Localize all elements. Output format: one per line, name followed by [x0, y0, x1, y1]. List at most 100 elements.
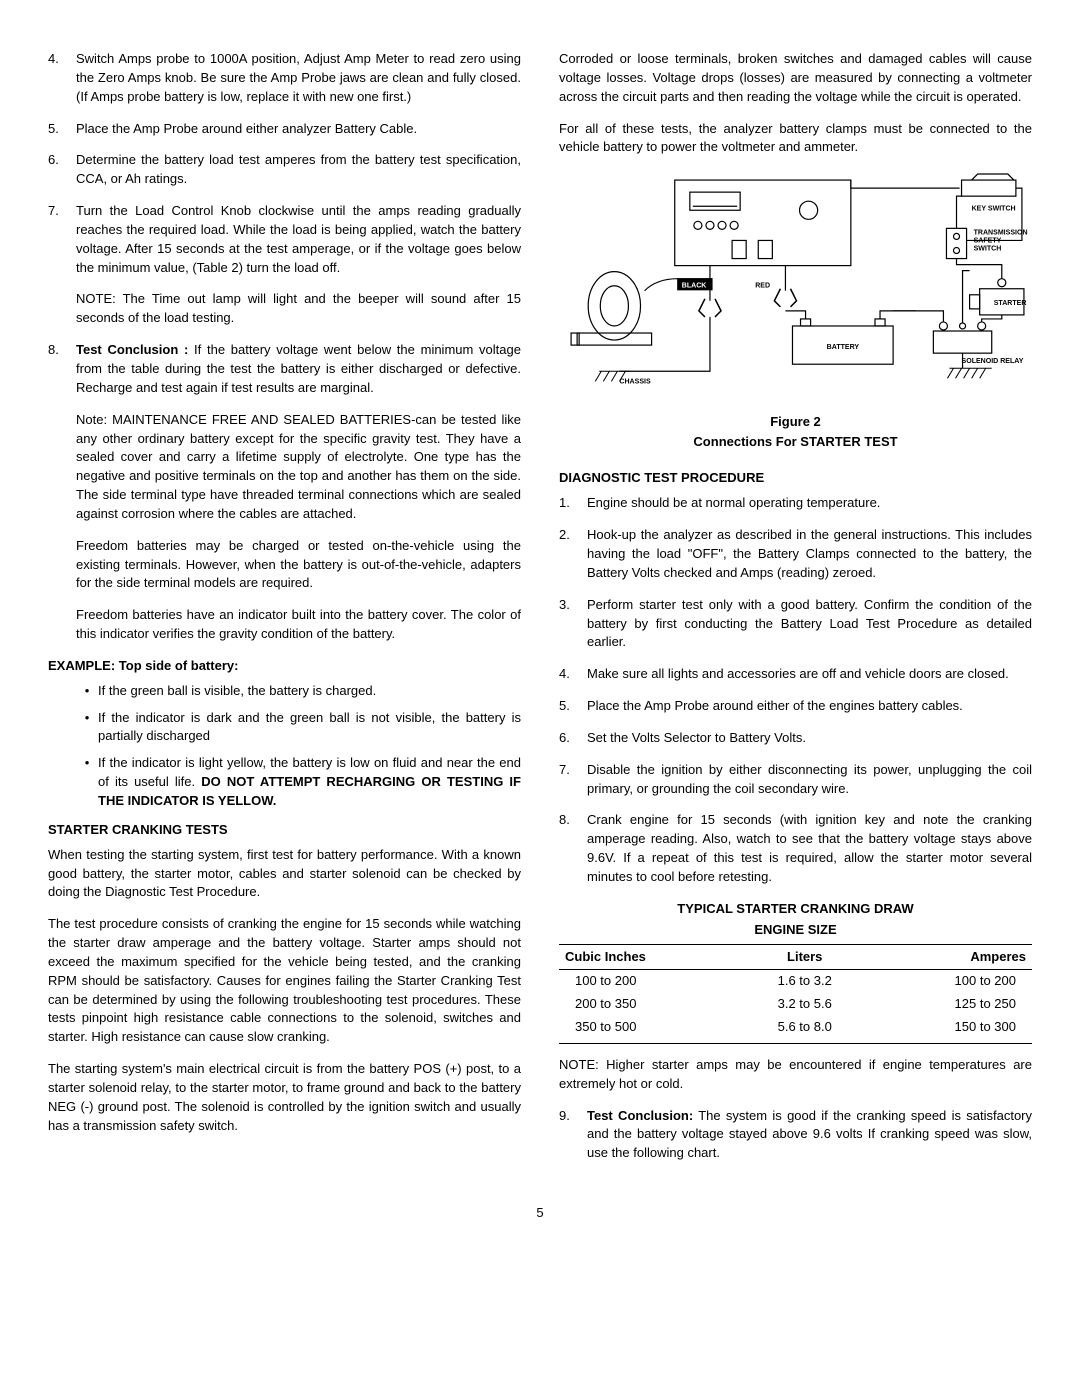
cranking-draw-table: Cubic Inches Liters Amperes 100 to 200 1… — [559, 944, 1032, 1044]
list-text: Determine the battery load test amperes … — [76, 151, 521, 189]
list-number: 4. — [559, 665, 587, 684]
table-cell: 5.6 to 8.0 — [740, 1016, 869, 1043]
table-row: 350 to 500 5.6 to 8.0 150 to 300 — [559, 1016, 1032, 1043]
diagram-label-key-switch: KEY SWITCH — [972, 205, 1016, 212]
table-cell: 350 to 500 — [559, 1016, 740, 1043]
list-item: 8. Test Conclusion : If the battery volt… — [48, 341, 521, 398]
list-item: 9. Test Conclusion: The system is good i… — [559, 1107, 1032, 1164]
list-number: 7. — [48, 202, 76, 277]
list-number: 5. — [559, 697, 587, 716]
list-text: Turn the Load Control Knob clockwise unt… — [76, 202, 521, 277]
list-text: Perform starter test only with a good ba… — [587, 596, 1032, 653]
section-heading: DIAGNOSTIC TEST PROCEDURE — [559, 469, 1032, 488]
diagram-label-solenoid: SOLENOID RELAY — [962, 358, 1024, 365]
bullet-item: • If the indicator is dark and the green… — [76, 709, 521, 747]
list-number: 8. — [559, 811, 587, 886]
list-text: Set the Volts Selector to Battery Volts. — [587, 729, 1032, 748]
bullet-text: If the indicator is light yellow, the ba… — [98, 754, 521, 811]
table-cell: 100 to 200 — [869, 970, 1032, 993]
bullet-item: • If the green ball is visible, the batt… — [76, 682, 521, 701]
diagram-label-red: RED — [755, 283, 770, 290]
list-number: 1. — [559, 494, 587, 513]
col-header: Cubic Inches — [559, 944, 740, 970]
list-number: 2. — [559, 526, 587, 583]
right-column: Corroded or loose terminals, broken swit… — [559, 50, 1032, 1176]
list-item: 3. Perform starter test only with a good… — [559, 596, 1032, 653]
note-text: Note: MAINTENANCE FREE AND SEALED BATTER… — [76, 411, 521, 524]
diagram-label-safety: SAFETY — [974, 238, 1002, 245]
list-item: 6. Determine the battery load test amper… — [48, 151, 521, 189]
table-cell: 150 to 300 — [869, 1016, 1032, 1043]
bullet-text: If the green ball is visible, the batter… — [98, 682, 521, 701]
table-cell: 200 to 350 — [559, 993, 740, 1016]
list-text: Engine should be at normal operating tem… — [587, 494, 1032, 513]
diagram-label-battery: BATTERY — [827, 344, 860, 351]
bullet-mark: • — [76, 709, 98, 747]
list-number: 6. — [559, 729, 587, 748]
figure-title: Connections For STARTER TEST — [559, 432, 1032, 452]
list-item: 2. Hook-up the analyzer as described in … — [559, 526, 1032, 583]
list-number: 5. — [48, 120, 76, 139]
list-item: 6. Set the Volts Selector to Battery Vol… — [559, 729, 1032, 748]
diagram-label-starter: STARTER — [994, 300, 1027, 307]
diagram-label-transmission: TRANSMISSION — [974, 230, 1028, 237]
diagram-label-chassis: CHASSIS — [619, 379, 651, 386]
list-item: 1. Engine should be at normal operating … — [559, 494, 1032, 513]
figure-caption: Figure 2 Connections For STARTER TEST — [559, 412, 1032, 451]
table-cell: 3.2 to 5.6 — [740, 993, 869, 1016]
left-column: 4. Switch Amps probe to 1000A position, … — [48, 50, 521, 1176]
table-title: TYPICAL STARTER CRANKING DRAW — [559, 900, 1032, 919]
table-subtitle: ENGINE SIZE — [559, 921, 1032, 940]
note-text: NOTE: The Time out lamp will light and t… — [76, 290, 521, 328]
col-header: Amperes — [869, 944, 1032, 970]
page-content: 4. Switch Amps probe to 1000A position, … — [48, 50, 1032, 1176]
list-item: 5. Place the Amp Probe around either of … — [559, 697, 1032, 716]
note-text: Freedom batteries may be charged or test… — [76, 537, 521, 594]
paragraph: Corroded or loose terminals, broken swit… — [559, 50, 1032, 107]
table-cell: 125 to 250 — [869, 993, 1032, 1016]
bullet-item: • If the indicator is light yellow, the … — [76, 754, 521, 811]
table-cell: 100 to 200 — [559, 970, 740, 993]
list-item: 7. Disable the ignition by either discon… — [559, 761, 1032, 799]
bullet-mark: • — [76, 682, 98, 701]
list-number: 4. — [48, 50, 76, 107]
figure-diagram: BLACK RED BATTERY CHASSIS KEY SWITCH TRA… — [559, 170, 1032, 451]
table-row: 100 to 200 1.6 to 3.2 100 to 200 — [559, 970, 1032, 993]
bullet-mark: • — [76, 754, 98, 811]
list-text: Test Conclusion : If the battery voltage… — [76, 341, 521, 398]
list-text: Switch Amps probe to 1000A position, Adj… — [76, 50, 521, 107]
paragraph: The test procedure consists of cranking … — [48, 915, 521, 1047]
lead-bold: Test Conclusion : — [76, 342, 188, 357]
page-number: 5 — [48, 1204, 1032, 1223]
list-text: Place the Amp Probe around either analyz… — [76, 120, 521, 139]
list-number: 3. — [559, 596, 587, 653]
example-heading: EXAMPLE: Top side of battery: — [48, 657, 521, 676]
lead-bold: Test Conclusion: — [587, 1108, 693, 1123]
note-text: NOTE: Higher starter amps may be encount… — [559, 1056, 1032, 1094]
list-text: Hook-up the analyzer as described in the… — [587, 526, 1032, 583]
bullet-text: If the indicator is dark and the green b… — [98, 709, 521, 747]
list-text: Make sure all lights and accessories are… — [587, 665, 1032, 684]
note-text: Freedom batteries have an indicator buil… — [76, 606, 521, 644]
list-number: 8. — [48, 341, 76, 398]
figure-number: Figure 2 — [559, 412, 1032, 432]
list-text: Disable the ignition by either disconnec… — [587, 761, 1032, 799]
diagram-label-black: BLACK — [682, 283, 708, 290]
diagram-label-switch: SWITCH — [974, 246, 1002, 253]
list-number: 6. — [48, 151, 76, 189]
list-item: 8. Crank engine for 15 seconds (with ign… — [559, 811, 1032, 886]
paragraph: For all of these tests, the analyzer bat… — [559, 120, 1032, 158]
list-item: 4. Switch Amps probe to 1000A position, … — [48, 50, 521, 107]
list-text: Place the Amp Probe around either of the… — [587, 697, 1032, 716]
paragraph: When testing the starting system, first … — [48, 846, 521, 903]
col-header: Liters — [740, 944, 869, 970]
paragraph: The starting system's main electrical ci… — [48, 1060, 521, 1135]
table-row: 200 to 350 3.2 to 5.6 125 to 250 — [559, 993, 1032, 1016]
section-heading: STARTER CRANKING TESTS — [48, 821, 521, 840]
list-item: 7. Turn the Load Control Knob clockwise … — [48, 202, 521, 277]
list-item: 4. Make sure all lights and accessories … — [559, 665, 1032, 684]
list-text: Test Conclusion: The system is good if t… — [587, 1107, 1032, 1164]
starter-test-diagram-svg: BLACK RED BATTERY CHASSIS KEY SWITCH TRA… — [559, 170, 1032, 396]
list-number: 7. — [559, 761, 587, 799]
list-number: 9. — [559, 1107, 587, 1164]
